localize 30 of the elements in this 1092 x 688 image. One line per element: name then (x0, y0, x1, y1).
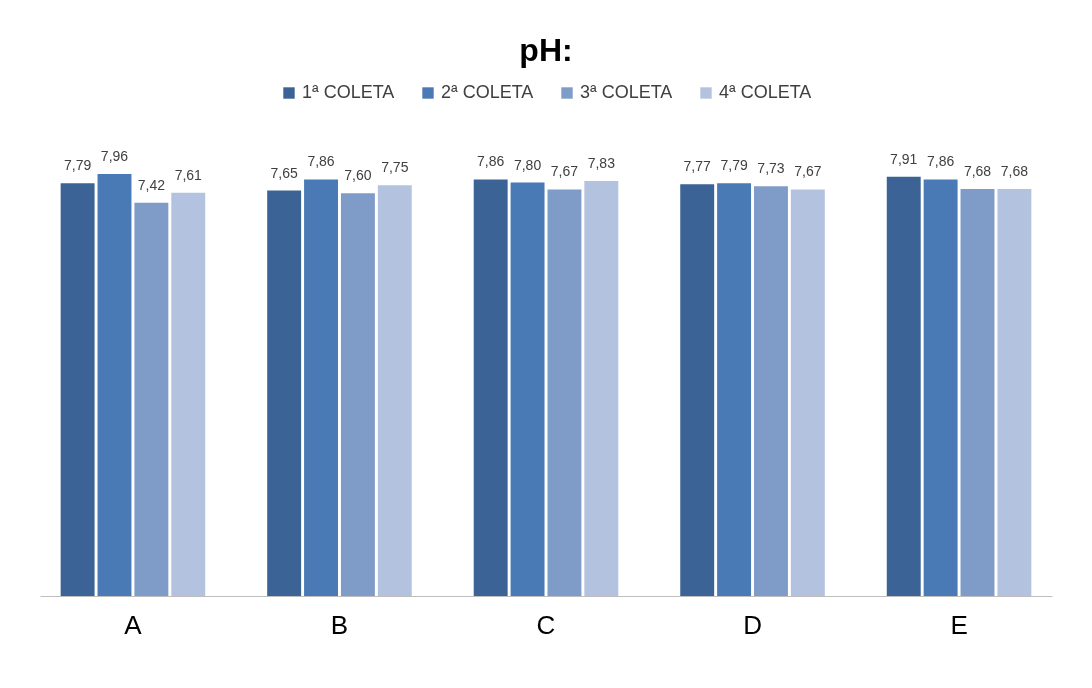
data-label: 7,61 (174, 166, 203, 183)
data-label: 7,83 (587, 155, 616, 172)
data-label: 7,68 (1000, 162, 1029, 179)
data-label: 7,67 (794, 163, 822, 180)
data-label: 7,86 (307, 153, 335, 170)
x-tick-label: A (124, 609, 143, 640)
data-label: 7,86 (477, 153, 505, 170)
data-label: 7,42 (137, 176, 166, 193)
legend-label: 4ª COLETA (719, 82, 812, 102)
x-tick-label: E (950, 609, 968, 640)
data-label: 7,75 (381, 159, 409, 176)
data-label: 7,91 (890, 150, 918, 167)
data-label: 7,77 (683, 158, 712, 175)
data-label: 7,60 (344, 167, 372, 184)
chart-title: pH: (519, 32, 573, 68)
x-tick-label: C (536, 609, 556, 640)
data-label: 7,68 (963, 162, 992, 179)
legend-label: 3ª COLETA (580, 82, 673, 102)
data-label: 7,79 (63, 157, 92, 174)
data-label: 7,73 (757, 160, 785, 177)
x-tick-label: B (330, 609, 349, 640)
data-label: 7,86 (927, 153, 955, 170)
data-label: 7,80 (513, 156, 542, 173)
legend-label: 2ª COLETA (441, 82, 534, 102)
data-label: 7,67 (550, 163, 579, 180)
data-label: 7,65 (270, 164, 298, 181)
legend-label: 1ª COLETA (302, 82, 395, 102)
data-label: 7,79 (720, 157, 748, 174)
x-tick-label: D (743, 609, 762, 640)
data-label: 7,96 (100, 148, 129, 165)
